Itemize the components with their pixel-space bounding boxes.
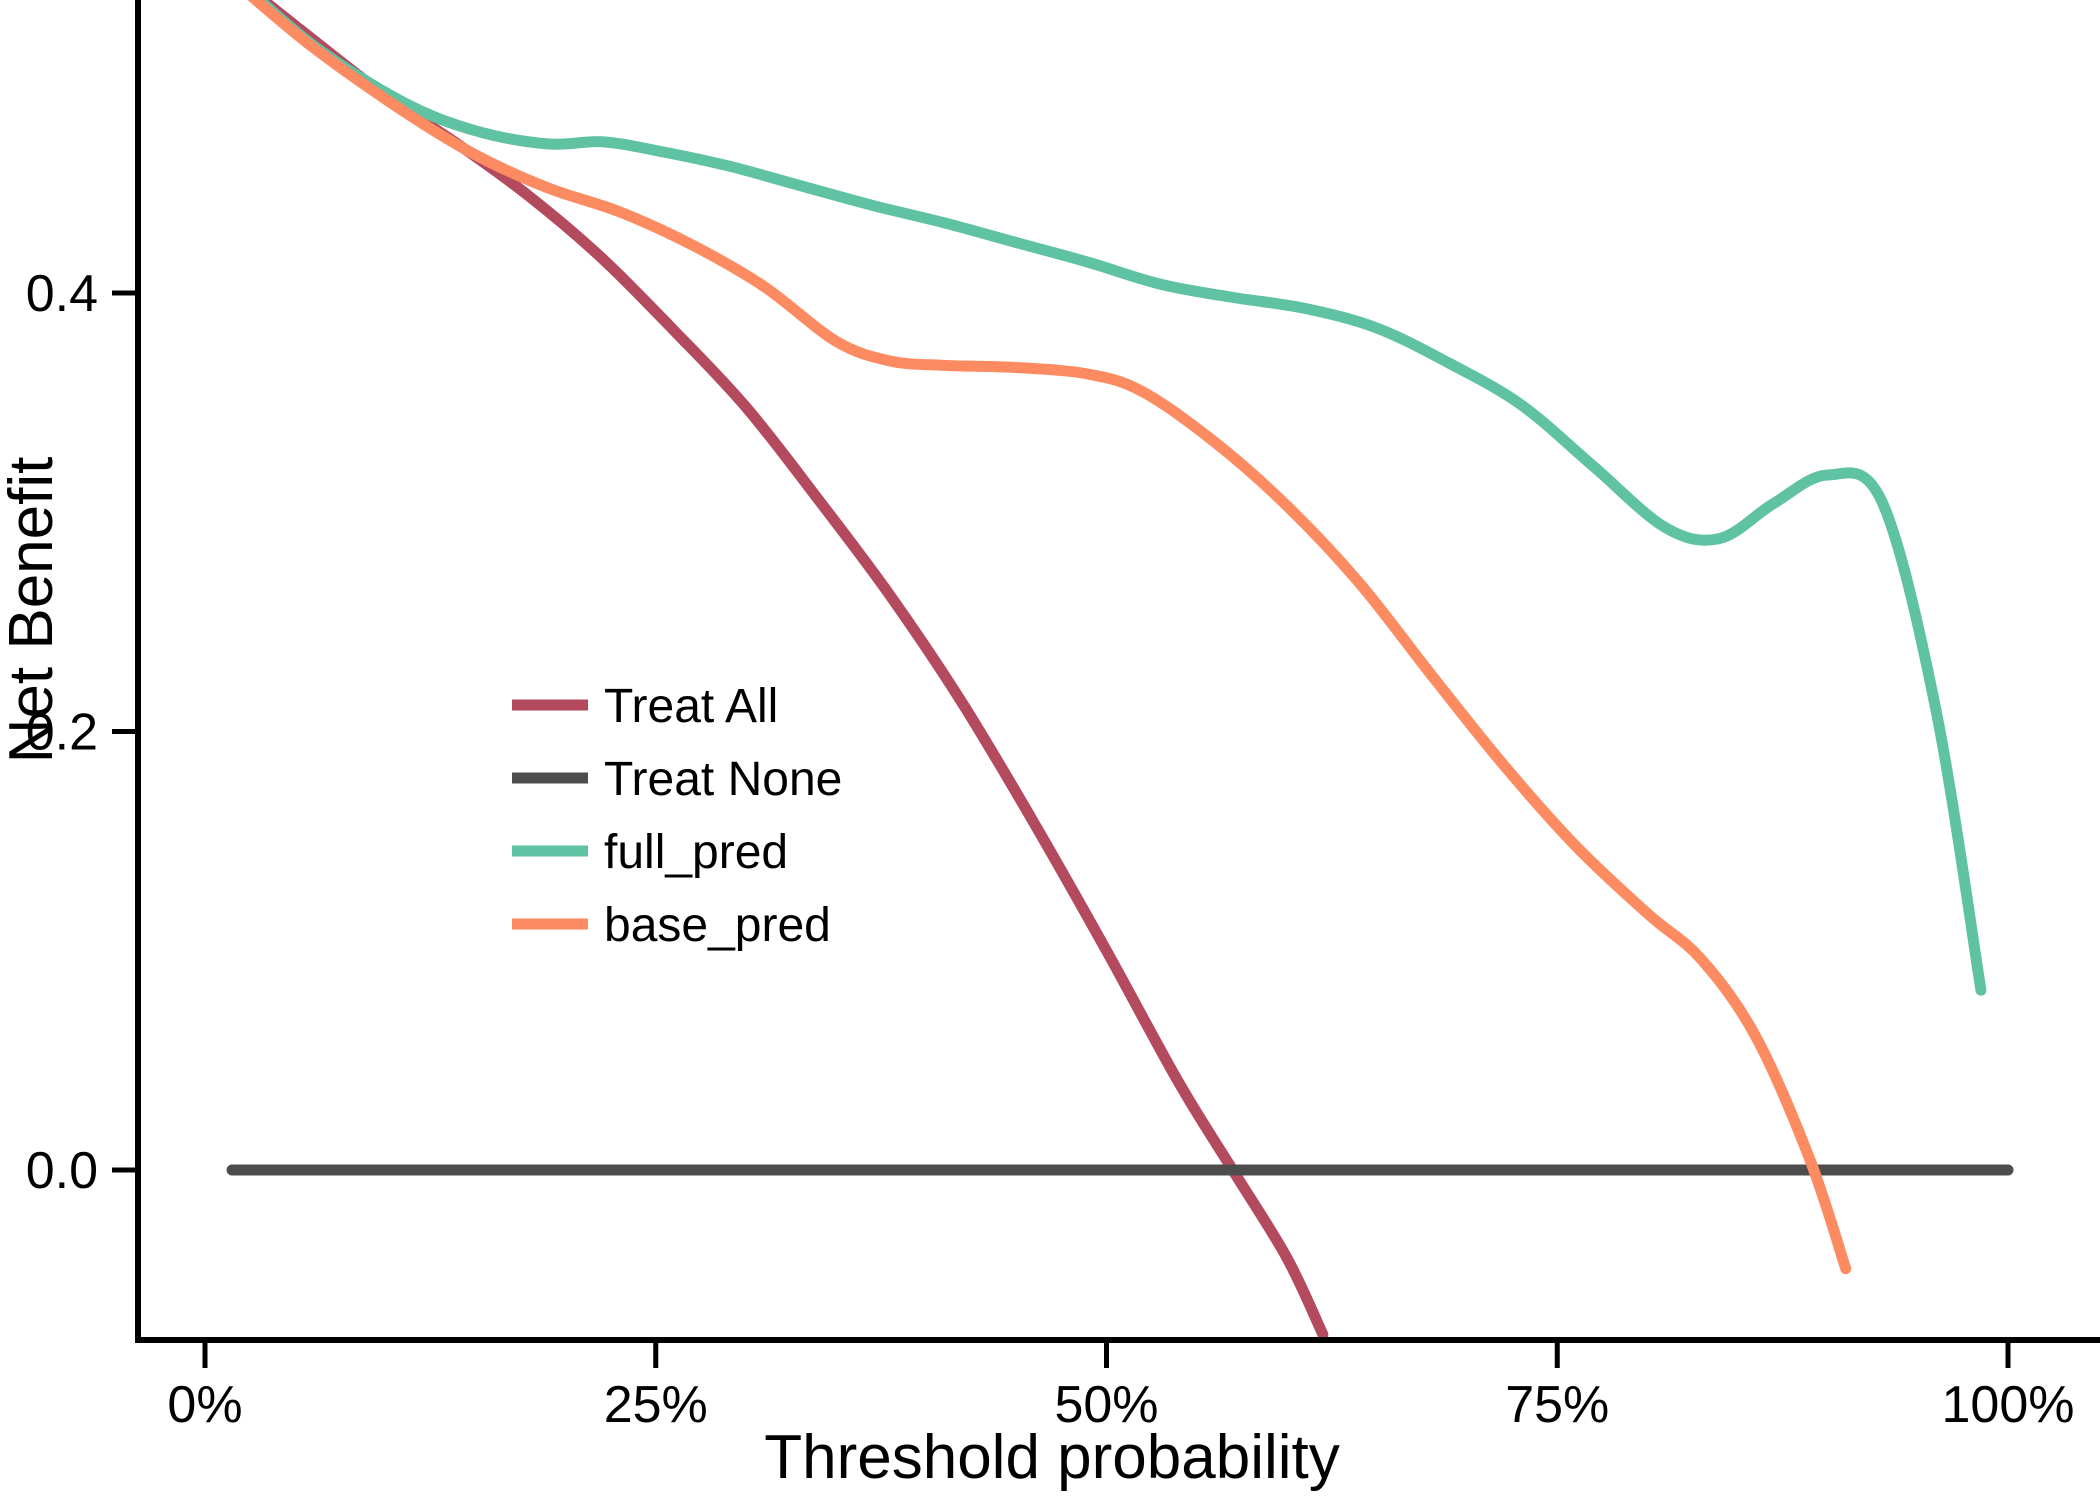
y-axis-title: Net Benefit: [0, 457, 66, 764]
x-axis-ticks: 0% 25% 50% 75% 100%: [167, 1343, 2075, 1434]
x-tick-label: 0%: [167, 1376, 242, 1434]
y-tick-label: 0.2: [26, 704, 98, 762]
legend-label: Treat All: [604, 680, 778, 733]
legend-label: base_pred: [604, 899, 831, 952]
series-layer: [226, 0, 2014, 1340]
y-tick-label: 0.4: [26, 265, 98, 323]
x-tick-label: 75%: [1505, 1376, 1609, 1434]
y-tick-label: 0.0: [26, 1142, 98, 1200]
legend: Treat All Treat None full_pred base_pred: [512, 680, 842, 952]
series-line-full-pred: [251, 0, 1987, 996]
series-line-base-pred: [247, 0, 1852, 1275]
x-tick-label: 25%: [604, 1376, 708, 1434]
x-tick-label: 50%: [1054, 1376, 1158, 1434]
x-axis-title: Threshold probability: [764, 1423, 1340, 1492]
legend-label: Treat None: [604, 753, 842, 806]
legend-label: full_pred: [604, 826, 788, 879]
y-axis-ticks: 0.0 0.2 0.4: [26, 265, 136, 1200]
series-line-treat-all: [254, 0, 1329, 1340]
x-tick-label: 100%: [1942, 1376, 2075, 1434]
